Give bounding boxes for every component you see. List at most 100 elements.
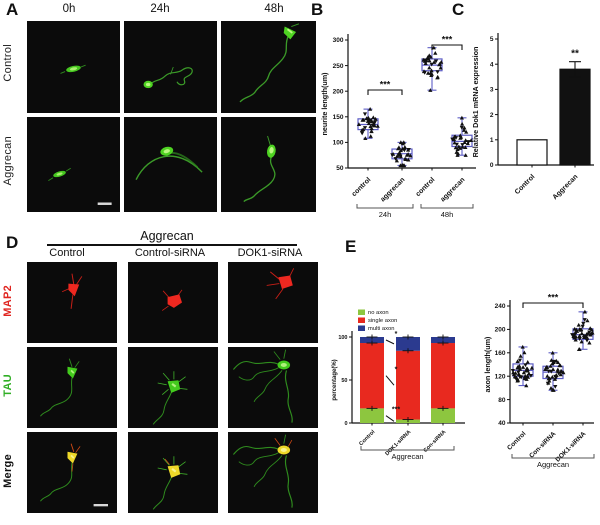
y-tick-label: 100 xyxy=(333,140,344,147)
sig-bracket xyxy=(522,302,584,308)
neuron-drawing xyxy=(135,146,203,181)
neuron-drawing xyxy=(232,434,293,508)
sig-label: * xyxy=(395,331,398,338)
micrograph-aggrecan-24h xyxy=(124,117,217,212)
legend-swatch xyxy=(358,325,365,331)
neuron-drawing xyxy=(152,371,188,425)
panel-d-header-rule xyxy=(47,244,297,246)
y-axis-label: neurite length(um) xyxy=(320,72,329,136)
group-bracket xyxy=(511,454,595,459)
neuron-drawing xyxy=(60,64,86,74)
x-tick-label: control xyxy=(351,176,373,198)
y-tick-label: 5 xyxy=(490,36,494,43)
y-tick-label: 0 xyxy=(490,162,494,169)
bar xyxy=(559,68,591,166)
neuron-drawing xyxy=(40,358,80,417)
y-tick-label: 200 xyxy=(333,88,344,95)
stacked-segment xyxy=(396,350,420,420)
group-bracket xyxy=(360,446,455,451)
micrograph-merge-control xyxy=(27,432,117,513)
group-bracket xyxy=(356,204,414,209)
neuron-drawing xyxy=(243,135,276,203)
micrograph-map2-control-sirna xyxy=(128,262,218,343)
neuron-drawing xyxy=(239,23,300,103)
neuron-drawing xyxy=(266,268,295,300)
data-points xyxy=(390,140,413,168)
stacked-segment xyxy=(431,408,455,423)
micrograph-tau-control xyxy=(27,347,117,428)
y-axis-label: axon length(um) xyxy=(483,336,492,393)
panel-a-label: A xyxy=(6,0,19,19)
group-label: 48h xyxy=(441,210,454,219)
panel-b-label: B xyxy=(311,0,324,19)
y-tick-label: 120 xyxy=(495,373,506,380)
micrograph-merge-control-sirna xyxy=(128,432,218,513)
panel-d-colhead-dok1-sirna: DOK1-siRNA xyxy=(237,247,303,259)
y-tick-label: 4 xyxy=(490,61,494,68)
stacked-segment xyxy=(431,337,455,344)
sig-bracket xyxy=(367,89,403,95)
neuron-drawing xyxy=(152,456,188,510)
panel-a-row-label-control: Control xyxy=(2,44,14,82)
legend-label: no axon xyxy=(368,310,389,316)
x-tick-label: aggrecan xyxy=(379,176,406,203)
legend-swatch xyxy=(358,317,365,323)
y-tick-label: 40 xyxy=(498,420,506,427)
group-label: Aggrecan xyxy=(537,460,569,469)
sig-line xyxy=(385,339,395,345)
neuron-drawing xyxy=(61,273,83,309)
legend-swatch xyxy=(358,309,365,315)
y-tick-label: 200 xyxy=(495,327,506,334)
stacked-segment xyxy=(396,337,420,351)
neuron-drawing xyxy=(232,349,293,423)
scale-bar xyxy=(93,504,108,507)
legend-label: multi axon xyxy=(368,326,394,332)
y-tick-label: 3 xyxy=(490,87,494,94)
panel-d-label: D xyxy=(6,233,19,252)
group-label: 24h xyxy=(379,210,392,219)
group-bracket xyxy=(420,204,474,209)
x-tick-label: Control xyxy=(358,429,376,447)
panel-a-colhead-24h: 24h xyxy=(150,3,170,15)
y-tick-label: 50 xyxy=(341,378,347,384)
dok1-mrna-chart: 0 1 2 3 4 5 Relative Dok1 mRNA expression Contr… xyxy=(471,33,594,201)
legend-label: single axon xyxy=(368,318,397,324)
y-tick-label: 160 xyxy=(495,350,506,357)
panel-a-row-label-aggrecan: Aggrecan xyxy=(2,136,14,186)
x-tick-label: aggrecan xyxy=(439,176,466,203)
x-tick-label: Control xyxy=(514,173,537,196)
sig-label: *** xyxy=(548,293,559,303)
micrograph-aggrecan-48h xyxy=(221,117,316,212)
sig-bracket xyxy=(431,44,463,50)
x-tick-label: control xyxy=(415,176,437,198)
panel-d-row-label-map2: MAP2 xyxy=(2,285,14,317)
y-tick-label: 1 xyxy=(490,137,494,144)
x-tick-label: Control xyxy=(506,430,527,451)
sig-label: * xyxy=(395,367,398,374)
sig-line xyxy=(385,415,395,422)
y-tick-label: 100 xyxy=(338,335,347,341)
panel-d-row-label-tau: TAU xyxy=(2,374,14,397)
y-tick-label: 240 xyxy=(495,303,506,310)
x-tick-label: DOK1-siRNA xyxy=(554,430,587,463)
neurite-length-chart: 50 100 150 200 250 300 neurite length(um) contr… xyxy=(320,34,476,219)
x-tick-label: Con-siRNA xyxy=(528,430,557,459)
micrograph-control-48h xyxy=(221,21,316,113)
y-tick-label: 50 xyxy=(336,165,344,172)
y-axis-label: Relative Dok1 mRNA expression xyxy=(471,47,480,158)
data-points xyxy=(570,309,595,351)
micrograph-tau-control-sirna xyxy=(128,347,218,428)
micrograph-tau-dok1-sirna xyxy=(228,347,318,428)
bar xyxy=(516,139,548,166)
sig-line xyxy=(385,375,395,386)
sig-label: *** xyxy=(380,80,391,90)
micrograph-control-24h xyxy=(124,21,217,113)
panel-d-colhead-control: Control xyxy=(49,247,85,259)
panel-a-colhead-48h: 48h xyxy=(264,3,284,15)
stacked-segment xyxy=(360,408,384,423)
sig-label: *** xyxy=(392,407,400,414)
panel-c-label: C xyxy=(452,0,465,19)
sig-label: ** xyxy=(571,49,579,60)
